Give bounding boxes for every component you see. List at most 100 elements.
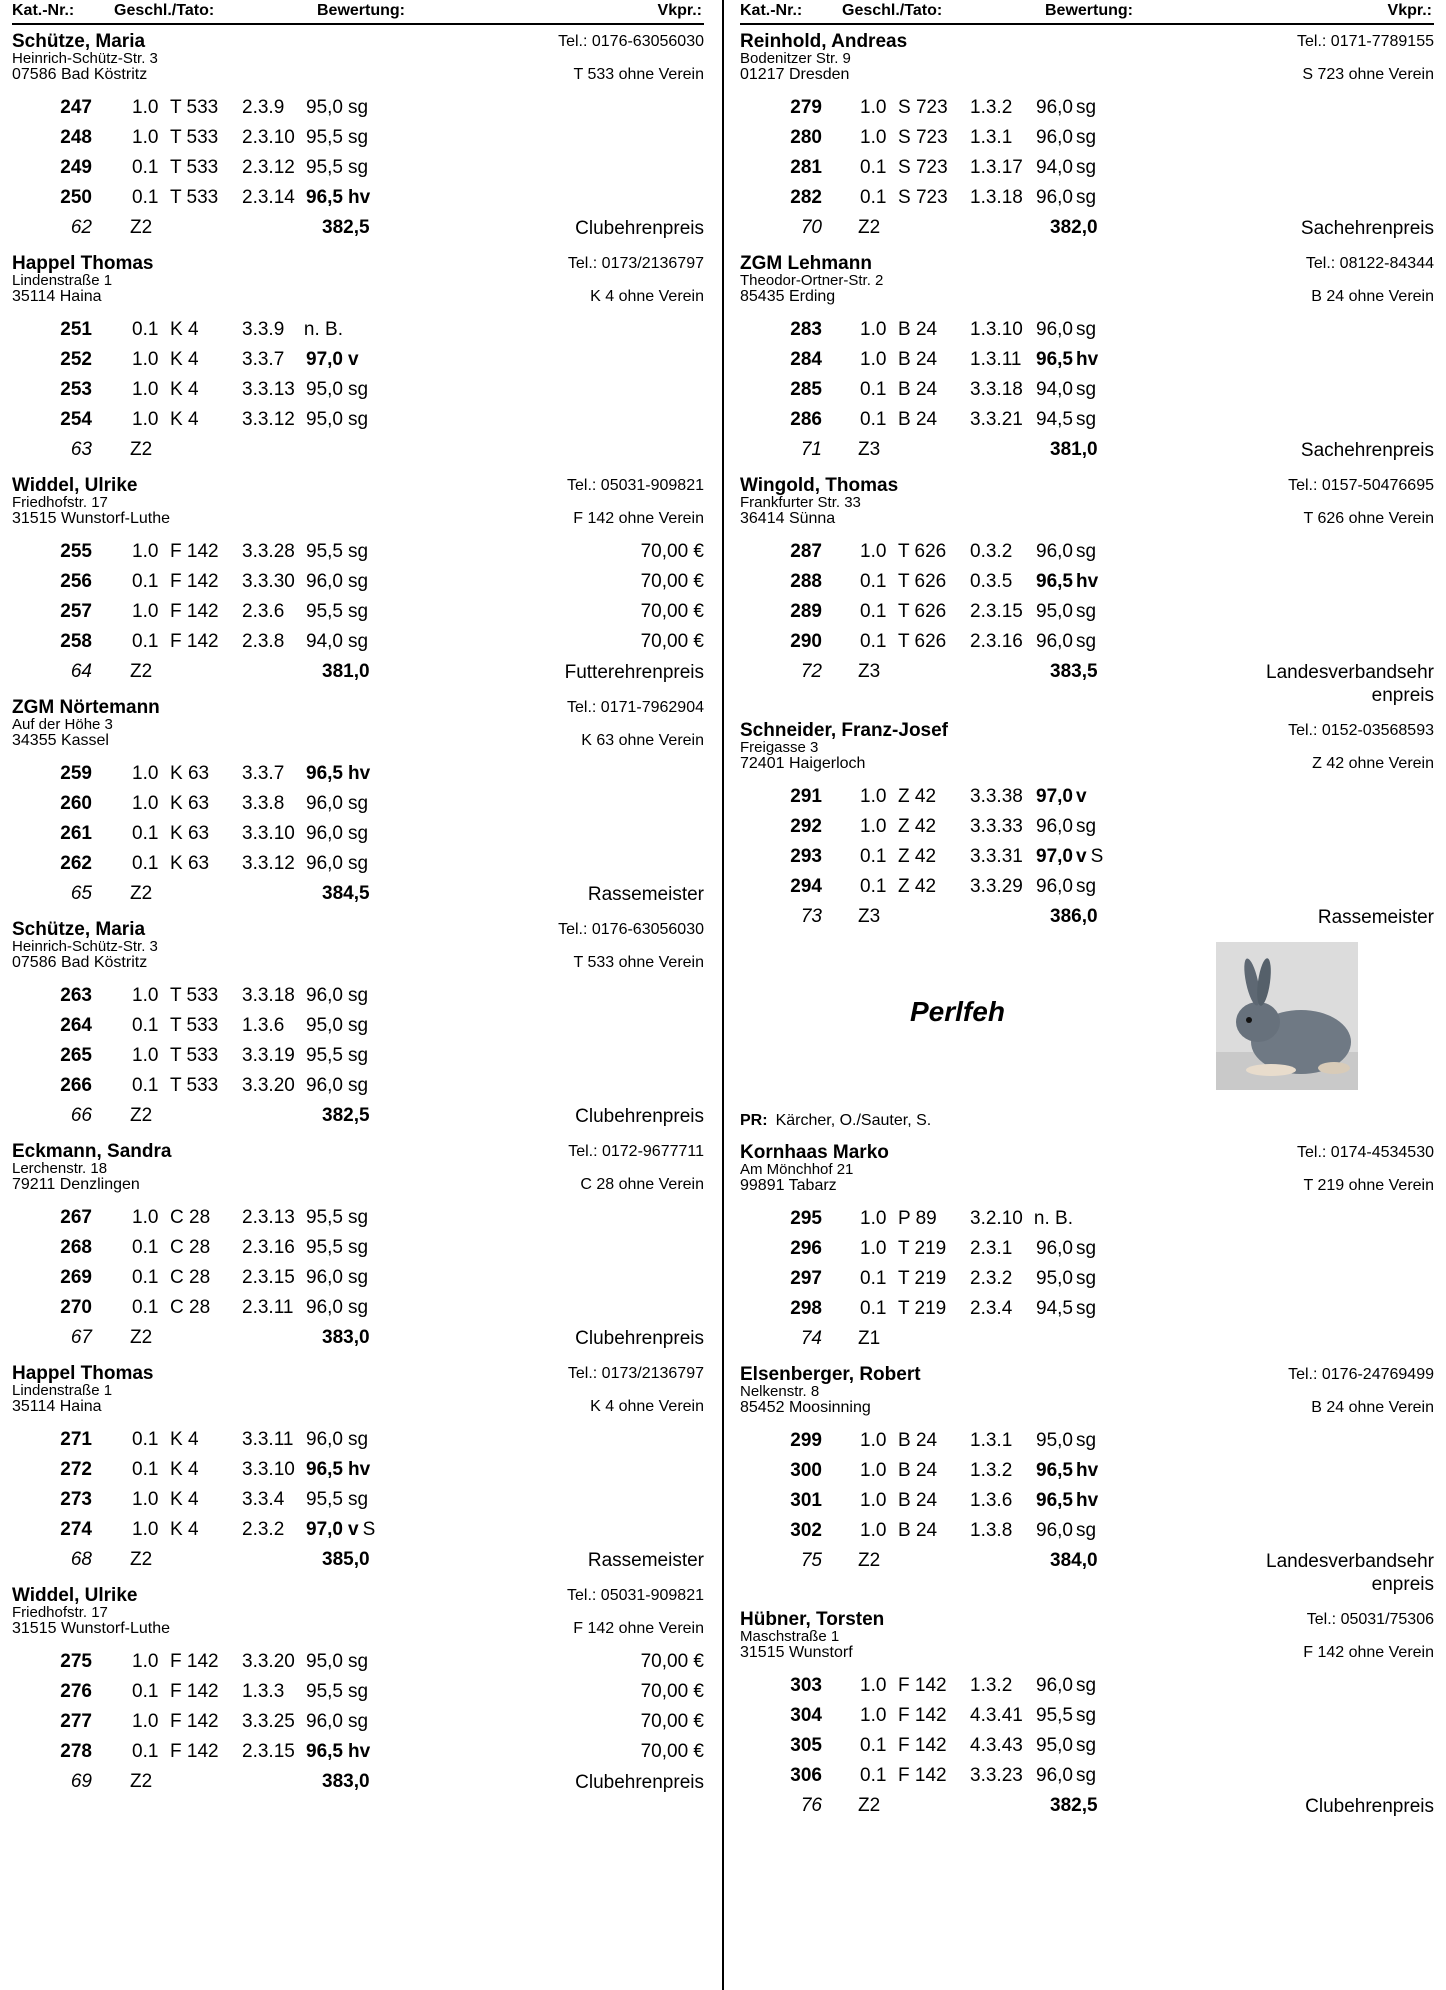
points: 96,0 xyxy=(306,793,343,814)
header-vkpr: Vkpr.: xyxy=(657,2,702,19)
grade: sg xyxy=(348,1651,368,1673)
price: 70,00 € xyxy=(640,631,704,652)
sex-code: 1.0 xyxy=(860,319,887,340)
points: 96,0 xyxy=(306,1429,343,1450)
breeder-name: Happel Thomas xyxy=(12,253,154,274)
points: 96,5 xyxy=(306,187,343,208)
rabbit-photo xyxy=(1216,942,1358,1090)
tattoo: T 533 xyxy=(170,187,219,208)
award-line: Rassemeister xyxy=(587,1550,704,1571)
tattoo: F 142 xyxy=(170,1711,219,1732)
breeder-street: Nelkenstr. 8 xyxy=(740,1383,820,1400)
breeder-city: 99891 Tabarz xyxy=(740,1177,837,1194)
catalog-number: 291 xyxy=(790,786,822,807)
block-spacer xyxy=(12,244,704,253)
breeder-name: Elsenberger, Robert xyxy=(740,1364,921,1385)
group-total: 383,0 xyxy=(322,1771,370,1792)
catalog-number: 289 xyxy=(790,601,822,622)
breeder-name: Kornhaas Marko xyxy=(740,1142,889,1163)
header-katnr: Kat.-Nr.: xyxy=(12,2,75,19)
tattoo: C 28 xyxy=(170,1237,211,1258)
sex-code: 1.0 xyxy=(132,763,159,784)
animal-row: 252 1.0 K 4 3.3.7 97,0 v xyxy=(12,345,704,375)
tattoo: S 723 xyxy=(898,97,948,118)
sex-code: 1.0 xyxy=(860,349,887,370)
catalog-number: 287 xyxy=(790,541,822,562)
ring-number: 3.3.18 xyxy=(970,379,1023,400)
group-code: Z2 xyxy=(130,883,153,904)
animal-row: 254 1.0 K 4 3.3.12 95,0 sg xyxy=(12,405,704,435)
sex-code: 0.1 xyxy=(132,1297,159,1318)
points: 96,5 xyxy=(306,763,343,784)
award-line: Futterehrenpreis xyxy=(564,662,704,683)
grade: hv xyxy=(348,1459,370,1481)
tattoo: F 142 xyxy=(898,1735,947,1756)
ring-number: 3.2.10 xyxy=(970,1208,1023,1229)
catalog-number: 290 xyxy=(790,631,822,652)
group-total: 382,5 xyxy=(322,217,370,238)
catalog-number: 272 xyxy=(60,1459,92,1480)
grade-value: v xyxy=(348,349,359,370)
tattoo: K 4 xyxy=(170,1489,199,1510)
breeder-club: K 63 ohne Verein xyxy=(581,732,704,749)
points: 95,5 xyxy=(306,1237,343,1258)
catalog-number: 297 xyxy=(790,1268,822,1289)
catalog-number: 300 xyxy=(790,1460,822,1481)
grade: sg xyxy=(348,1045,368,1067)
breeder-street: Bodenitzer Str. 9 xyxy=(740,50,851,67)
points: 96,0 xyxy=(1036,631,1073,652)
tattoo: K 4 xyxy=(170,1429,199,1450)
catalog-number: 298 xyxy=(790,1298,822,1319)
ring-number: 1.3.2 xyxy=(970,1675,1013,1696)
group-code: Z3 xyxy=(858,439,881,460)
price: 70,00 € xyxy=(640,601,704,622)
grade-value: sg xyxy=(1076,1430,1097,1451)
group-number: 76 xyxy=(800,1795,822,1816)
points: 96,5 xyxy=(1036,349,1073,370)
tattoo: K 4 xyxy=(170,1459,199,1480)
points: 95,0 xyxy=(306,97,343,118)
catalog-number: 273 xyxy=(60,1489,92,1510)
group-number: 70 xyxy=(800,217,822,238)
grade-value: sg xyxy=(348,601,369,622)
ring-number: 3.3.21 xyxy=(970,409,1023,430)
ring-number: 2.3.8 xyxy=(242,631,285,652)
ring-number: 2.3.15 xyxy=(242,1267,295,1288)
ring-number: 3.3.19 xyxy=(242,1045,295,1066)
points: 96,5 xyxy=(1036,571,1073,592)
breeder-city: 34355 Kassel xyxy=(12,732,109,749)
animal-row: 261 0.1 K 63 3.3.10 96,0 sg xyxy=(12,819,704,849)
points: 96,0 xyxy=(306,1297,343,1318)
catalog-number: 260 xyxy=(60,793,92,814)
sex-code: 1.0 xyxy=(860,1238,887,1259)
breeder-phone: Tel.: 0157-50476695 xyxy=(1288,477,1434,494)
grade: sg xyxy=(348,127,368,149)
catalog-number: 285 xyxy=(790,379,822,400)
catalog-number: 296 xyxy=(790,1238,822,1259)
group-code: Z2 xyxy=(130,1105,153,1126)
sex-code: 1.0 xyxy=(860,1460,887,1481)
ring-number: 2.3.16 xyxy=(970,631,1023,652)
tattoo: Z 42 xyxy=(898,846,937,867)
grade: sg xyxy=(348,1075,368,1097)
points: 96,0 xyxy=(1036,1520,1073,1541)
sex-code: 0.1 xyxy=(132,1075,159,1096)
points: 96,5 xyxy=(306,1459,343,1480)
breeder-phone: Tel.: 05031-909821 xyxy=(567,1587,704,1604)
tattoo: F 142 xyxy=(170,631,219,652)
tattoo: F 142 xyxy=(170,571,219,592)
breeder-block: Schneider, Franz-Josef Tel.: 0152-0356859… xyxy=(740,720,1434,782)
group-number: 62 xyxy=(70,217,92,238)
animal-row: 301 1.0 B 24 1.3.6 96,5 hv xyxy=(740,1486,1434,1516)
grade-value: sg xyxy=(1076,97,1097,118)
ring-number: 3.3.38 xyxy=(970,786,1023,807)
breeder-block: Widdel, Ulrike Tel.: 05031-909821 Friedhof… xyxy=(12,1585,704,1647)
ring-number: 3.3.25 xyxy=(242,1711,295,1732)
points: 95,0 xyxy=(1036,1268,1073,1289)
catalog-number: 277 xyxy=(60,1711,92,1732)
award-line: Landesverbandsehr xyxy=(1266,1551,1434,1572)
grade-value: sg xyxy=(348,1015,369,1036)
block-spacer xyxy=(740,1355,1434,1364)
grade: hv xyxy=(1076,1490,1098,1512)
grade: sg xyxy=(348,1015,368,1037)
